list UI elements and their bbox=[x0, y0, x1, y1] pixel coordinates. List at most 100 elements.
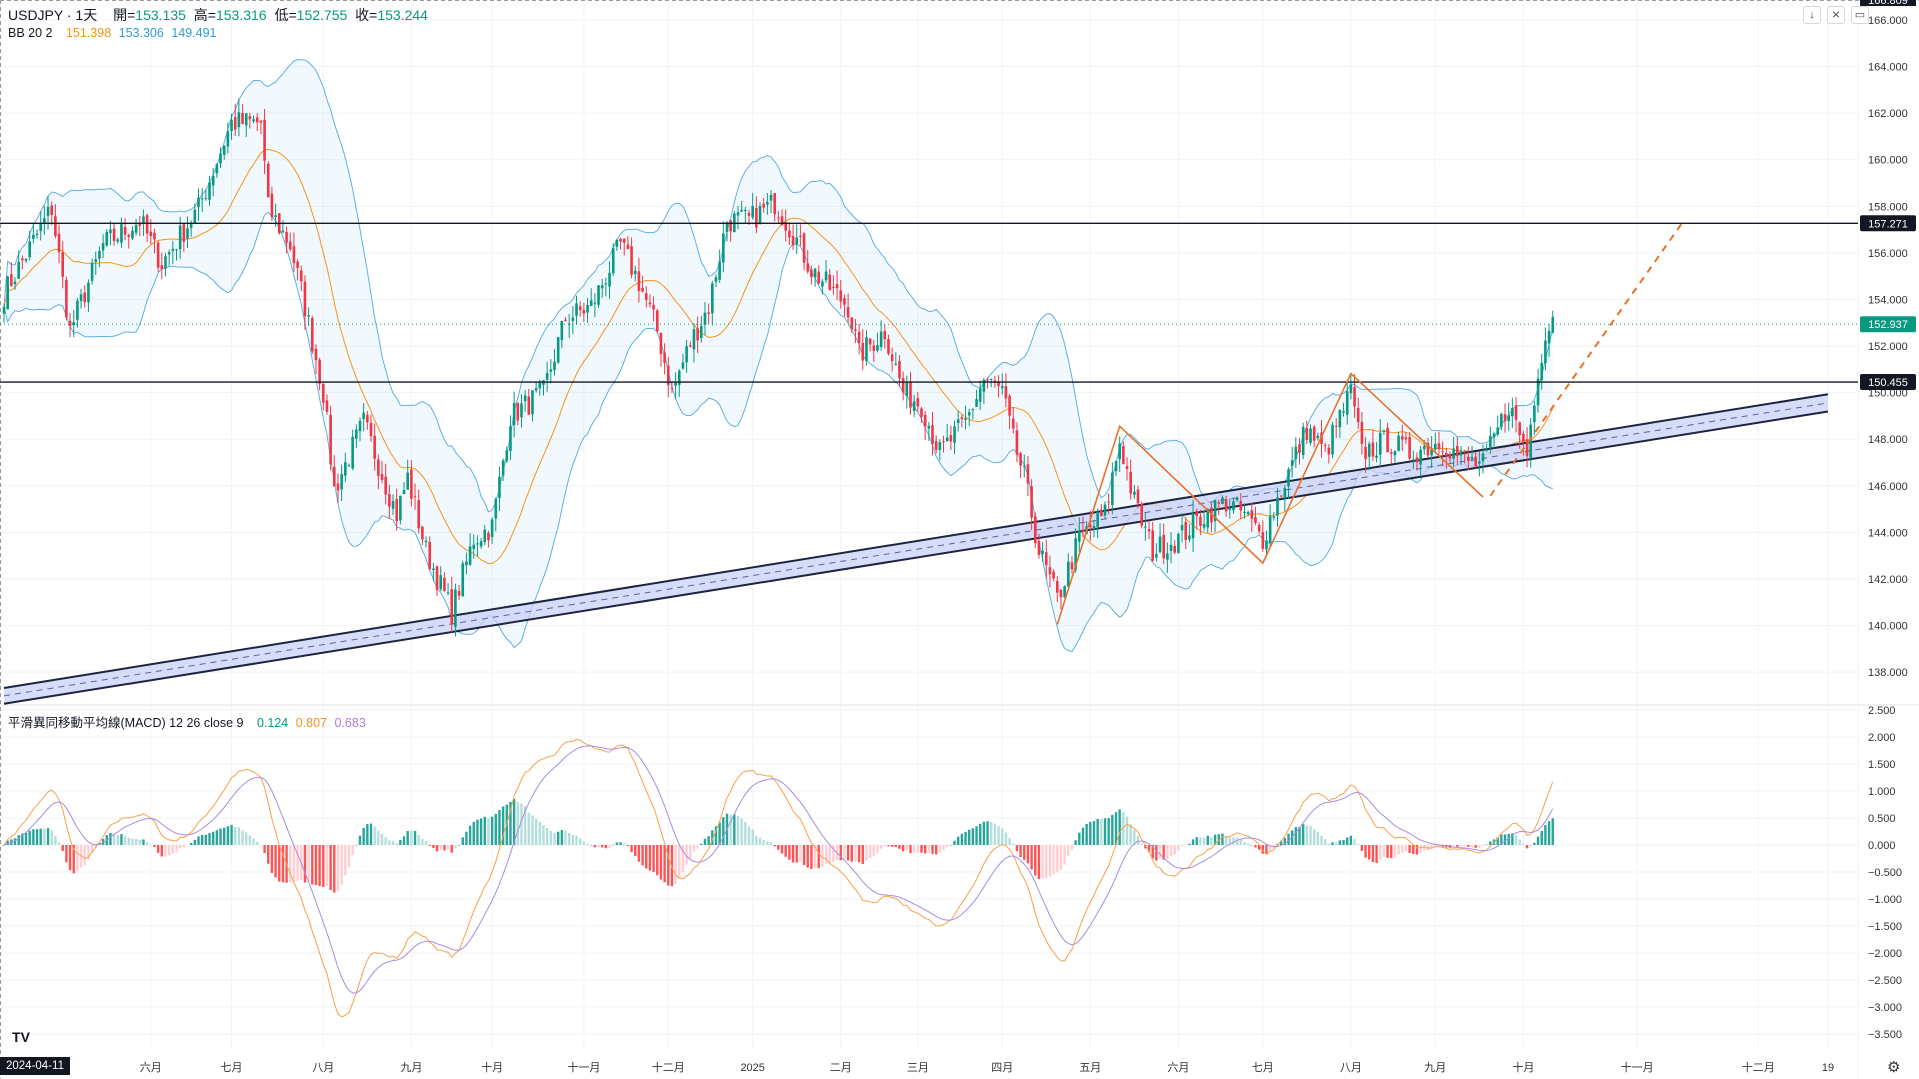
macd-histogram-bar bbox=[1536, 836, 1540, 845]
arrow-down-icon[interactable]: ↓ bbox=[1803, 6, 1821, 24]
collapse-icon[interactable]: ⨯ bbox=[1827, 6, 1845, 24]
candle-body bbox=[784, 222, 788, 231]
macd-histogram-bar bbox=[1279, 840, 1283, 845]
candle-body bbox=[285, 232, 288, 243]
candle-body bbox=[795, 237, 799, 245]
macd-histogram-bar bbox=[72, 845, 75, 874]
candle-body bbox=[1118, 443, 1121, 460]
candle-body bbox=[105, 231, 109, 246]
candle-body bbox=[424, 540, 428, 543]
macd-histogram-bar bbox=[582, 841, 586, 845]
macd-histogram-bar bbox=[931, 845, 934, 854]
candle-body bbox=[46, 206, 50, 216]
macd-histogram-bar bbox=[112, 833, 116, 845]
candle bbox=[35, 229, 39, 239]
macd-legend[interactable]: 平滑異同移動平均線(MACD) 12 26 close 9 0.124 0.80… bbox=[8, 712, 370, 731]
price-tick-label: 148.000 bbox=[1868, 434, 1908, 446]
macd-histogram-bar bbox=[149, 844, 152, 846]
candle bbox=[1360, 411, 1364, 455]
candle-body bbox=[810, 269, 813, 278]
candle bbox=[663, 343, 666, 375]
candle-body bbox=[876, 345, 879, 351]
candle bbox=[373, 423, 376, 471]
price-tick-label: 166.000 bbox=[1868, 15, 1908, 27]
macd-histogram-bar bbox=[167, 845, 171, 856]
macd-histogram-bar bbox=[68, 845, 72, 871]
macd-histogram-bar bbox=[938, 845, 942, 853]
macd-histogram-bar bbox=[1309, 826, 1312, 845]
candle bbox=[1481, 444, 1485, 474]
candle-body bbox=[193, 209, 197, 223]
candle-body bbox=[1033, 516, 1037, 544]
candle-body bbox=[949, 435, 953, 442]
macd-histogram-bar bbox=[1393, 845, 1397, 858]
candle-body bbox=[351, 436, 354, 469]
candle-body bbox=[894, 363, 898, 365]
gear-icon[interactable]: ⚙ bbox=[1887, 1059, 1901, 1076]
candle-body bbox=[956, 419, 960, 424]
candle-body bbox=[549, 369, 553, 372]
macd-histogram-bar bbox=[865, 845, 868, 861]
candle bbox=[1393, 450, 1397, 463]
macd-histogram-bar bbox=[556, 831, 560, 845]
macd-tick-label: −1.500 bbox=[1868, 921, 1902, 933]
candle bbox=[186, 216, 189, 248]
tradingview-logo[interactable]: TV bbox=[8, 1024, 34, 1050]
candle bbox=[1008, 393, 1011, 430]
macd-histogram-bar bbox=[57, 842, 61, 845]
candle bbox=[377, 454, 380, 490]
macd-histogram-bar bbox=[714, 826, 718, 845]
candle bbox=[413, 483, 417, 510]
candle bbox=[711, 280, 714, 326]
candle bbox=[556, 336, 560, 364]
bb-legend[interactable]: BB 20 2 151.398 153.306 149.491 bbox=[8, 26, 221, 40]
candle-body bbox=[835, 283, 839, 289]
candle-body bbox=[1467, 456, 1470, 461]
candle bbox=[600, 279, 604, 298]
macd-histogram-bar bbox=[160, 845, 164, 857]
candle-body bbox=[997, 382, 1000, 387]
macd-histogram-bar bbox=[1551, 818, 1554, 845]
candle bbox=[406, 459, 409, 490]
candle-body bbox=[76, 300, 79, 320]
macd-histogram-bar bbox=[189, 842, 193, 845]
macd-histogram-bar bbox=[1379, 845, 1382, 860]
candle bbox=[281, 220, 285, 234]
candle bbox=[17, 250, 20, 279]
candle-body bbox=[1173, 545, 1177, 553]
bb-basis-line bbox=[3, 148, 1554, 565]
candle-body bbox=[523, 395, 527, 402]
candle bbox=[138, 215, 142, 237]
candle bbox=[329, 405, 332, 471]
candle bbox=[894, 352, 898, 366]
candle-body bbox=[806, 263, 810, 272]
candle bbox=[1129, 459, 1132, 500]
candle bbox=[1177, 532, 1180, 554]
candle-body bbox=[872, 345, 876, 351]
time-tick-label: 七月 bbox=[221, 1061, 243, 1074]
macd-histogram-bar bbox=[116, 835, 119, 845]
macd-histogram-bar bbox=[1382, 845, 1386, 857]
candle bbox=[21, 255, 24, 270]
candle-body bbox=[520, 403, 523, 418]
candle bbox=[314, 344, 318, 374]
candle-body bbox=[28, 241, 31, 258]
maximize-icon[interactable]: ▭ bbox=[1851, 6, 1869, 24]
macd-histogram-bar bbox=[615, 842, 619, 845]
candle bbox=[1386, 422, 1389, 453]
macd-histogram-bar bbox=[1074, 840, 1077, 845]
candle bbox=[358, 417, 362, 442]
candle bbox=[1448, 451, 1452, 463]
bb-basis-value: 151.398 bbox=[65, 26, 112, 40]
candle-body bbox=[468, 546, 472, 565]
candle-body bbox=[1011, 418, 1015, 429]
candle-body bbox=[1415, 457, 1419, 463]
candle-body bbox=[505, 450, 509, 461]
candle-body bbox=[571, 317, 575, 321]
candle-body bbox=[1400, 436, 1404, 440]
candle-body bbox=[241, 112, 244, 124]
candle-body bbox=[87, 282, 90, 303]
candle bbox=[1092, 519, 1096, 538]
candle-body bbox=[773, 193, 776, 215]
